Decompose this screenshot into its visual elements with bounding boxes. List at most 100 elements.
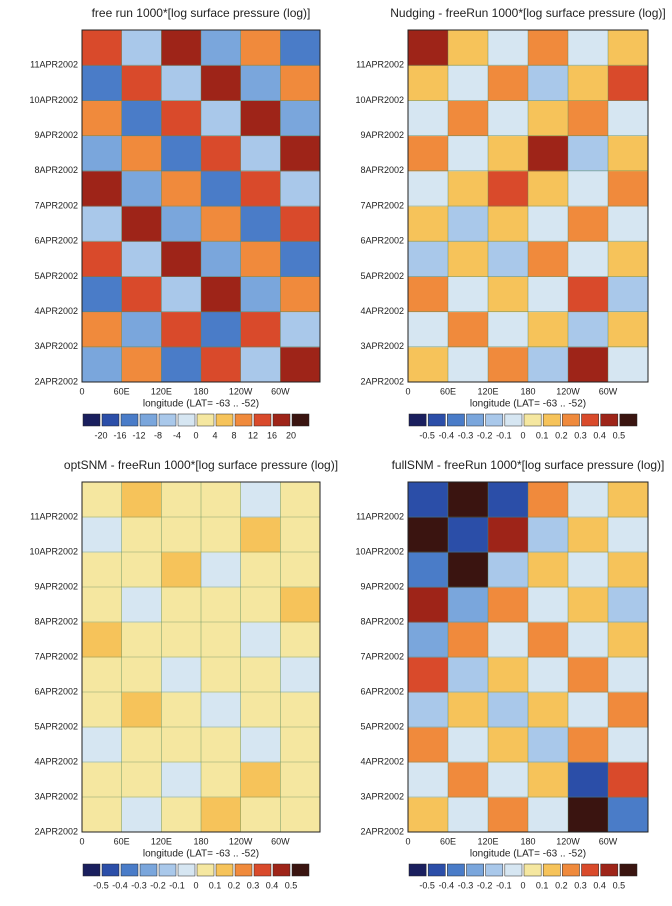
heatmap-cell: [161, 346, 202, 383]
colorbar-swatch: [466, 863, 484, 877]
heatmap-cell: [488, 30, 529, 66]
heatmap-cell: [161, 517, 202, 553]
heatmap-cell: [448, 241, 489, 277]
heatmap-cell: [568, 692, 609, 728]
heatmap-cell: [280, 135, 321, 172]
heatmap-cell: [201, 587, 242, 623]
chart-title: free run 1000*[log surface pressure (log…: [92, 6, 311, 20]
heatmap-cell: [448, 482, 489, 518]
heatmap-cell: [528, 517, 569, 553]
x-tick-label: 180: [520, 836, 535, 846]
heatmap-cell: [568, 622, 609, 658]
heatmap-cell: [608, 241, 649, 277]
y-tick-label: 3APR2002: [360, 341, 404, 351]
heatmap-cell: [488, 762, 529, 798]
heatmap-cell: [280, 692, 321, 728]
y-tick-label: 2APR2002: [360, 376, 404, 386]
colorbar-label: 0: [193, 880, 198, 890]
colorbar-label: -0.1: [169, 880, 185, 890]
y-tick-label: 2APR2002: [34, 826, 78, 836]
colorbar-label: 0.3: [574, 880, 587, 890]
colorbar-swatch: [215, 413, 234, 427]
colorbar-label: -8: [154, 430, 162, 440]
heatmap-cell: [488, 552, 529, 588]
colorbar-swatch: [82, 863, 101, 877]
heatmap-cell: [121, 587, 162, 623]
colorbar-swatch: [234, 413, 253, 427]
heatmap-cell: [161, 311, 202, 348]
colorbar-label: 8: [231, 430, 236, 440]
colorbar-swatch: [447, 863, 465, 877]
heatmap-cell: [161, 30, 202, 66]
heatmap-cell: [201, 622, 242, 658]
heatmap-cell: [448, 692, 489, 728]
heatmap-cell: [161, 762, 202, 798]
y-tick-label: 9APR2002: [360, 130, 404, 140]
y-tick-label: 8APR2002: [34, 616, 78, 626]
heatmap-cell: [528, 762, 569, 798]
y-tick-label: 2APR2002: [360, 826, 404, 836]
y-tick-label: 10APR2002: [355, 546, 404, 556]
colorbar-swatch: [253, 863, 272, 877]
x-tick-label: 60E: [440, 386, 456, 396]
colorbar-swatch: [600, 413, 619, 427]
heatmap-cell: [280, 276, 321, 313]
heatmap-cell: [240, 206, 281, 242]
heatmap-cell: [240, 692, 281, 728]
colorbar-label: 0.5: [613, 430, 626, 440]
heatmap-cell: [240, 170, 281, 207]
colorbar-label: 0.2: [555, 880, 568, 890]
heatmap-cell: [608, 657, 649, 693]
x-tick-label: 120W: [556, 836, 580, 846]
heatmap-cell: [488, 170, 529, 207]
heatmap-cell: [408, 276, 449, 313]
y-tick-label: 4APR2002: [360, 756, 404, 766]
heatmap-cell: [82, 482, 123, 518]
y-tick-label: 7APR2002: [360, 200, 404, 210]
heatmap-cell: [528, 482, 569, 518]
x-tick-label: 60E: [440, 836, 456, 846]
y-tick-label: 8APR2002: [360, 165, 404, 175]
heatmap-cell: [408, 241, 449, 277]
heatmap-cell: [608, 346, 649, 383]
colorbar-label: -0.1: [496, 880, 512, 890]
plot-frame: [81, 481, 321, 833]
colorbar-label: 0.4: [266, 880, 279, 890]
colorbar-label: 0.3: [247, 880, 260, 890]
heatmap-cell: [240, 276, 281, 313]
colorbar-swatch: [158, 863, 177, 877]
x-axis-label: longitude (LAT= -63 .. -52): [470, 849, 586, 860]
x-tick-label: 120E: [477, 386, 498, 396]
colorbar-swatch: [485, 413, 504, 427]
heatmap-cell: [82, 692, 123, 728]
heatmap-cell: [568, 517, 609, 553]
heatmap-cell: [568, 241, 609, 277]
colorbar-label: -0.2: [150, 880, 166, 890]
heatmap-cell: [82, 241, 123, 277]
heatmap-cell: [201, 517, 242, 553]
colorbar-label: -0.3: [458, 430, 474, 440]
heatmap-cell: [448, 517, 489, 553]
heatmap-cell: [121, 692, 162, 728]
heatmap-cell: [448, 65, 489, 101]
colorbar-label: 0.1: [536, 880, 549, 890]
heatmap-cell: [201, 30, 242, 66]
colorbar-label: 0.1: [209, 880, 222, 890]
x-tick-label: 0: [405, 836, 410, 846]
x-tick-label: 60W: [271, 836, 290, 846]
heatmap-cell: [280, 517, 321, 553]
heatmap-cell: [568, 30, 609, 66]
colorbar-swatch: [581, 863, 599, 877]
y-tick-label: 10APR2002: [29, 546, 78, 556]
colorbar-swatch: [542, 863, 561, 877]
heatmap-cell: [568, 552, 609, 588]
colorbar-swatch: [272, 863, 291, 877]
heatmap-cell: [488, 797, 529, 833]
colorbar-label: 12: [248, 430, 258, 440]
y-tick-label: 3APR2002: [34, 791, 78, 801]
colorbar-swatch: [523, 413, 542, 427]
colorbar-label: 0.2: [228, 880, 241, 890]
heatmap-cell: [121, 170, 162, 207]
heatmap-cell: [568, 346, 609, 383]
heatmap-cell: [568, 100, 609, 137]
